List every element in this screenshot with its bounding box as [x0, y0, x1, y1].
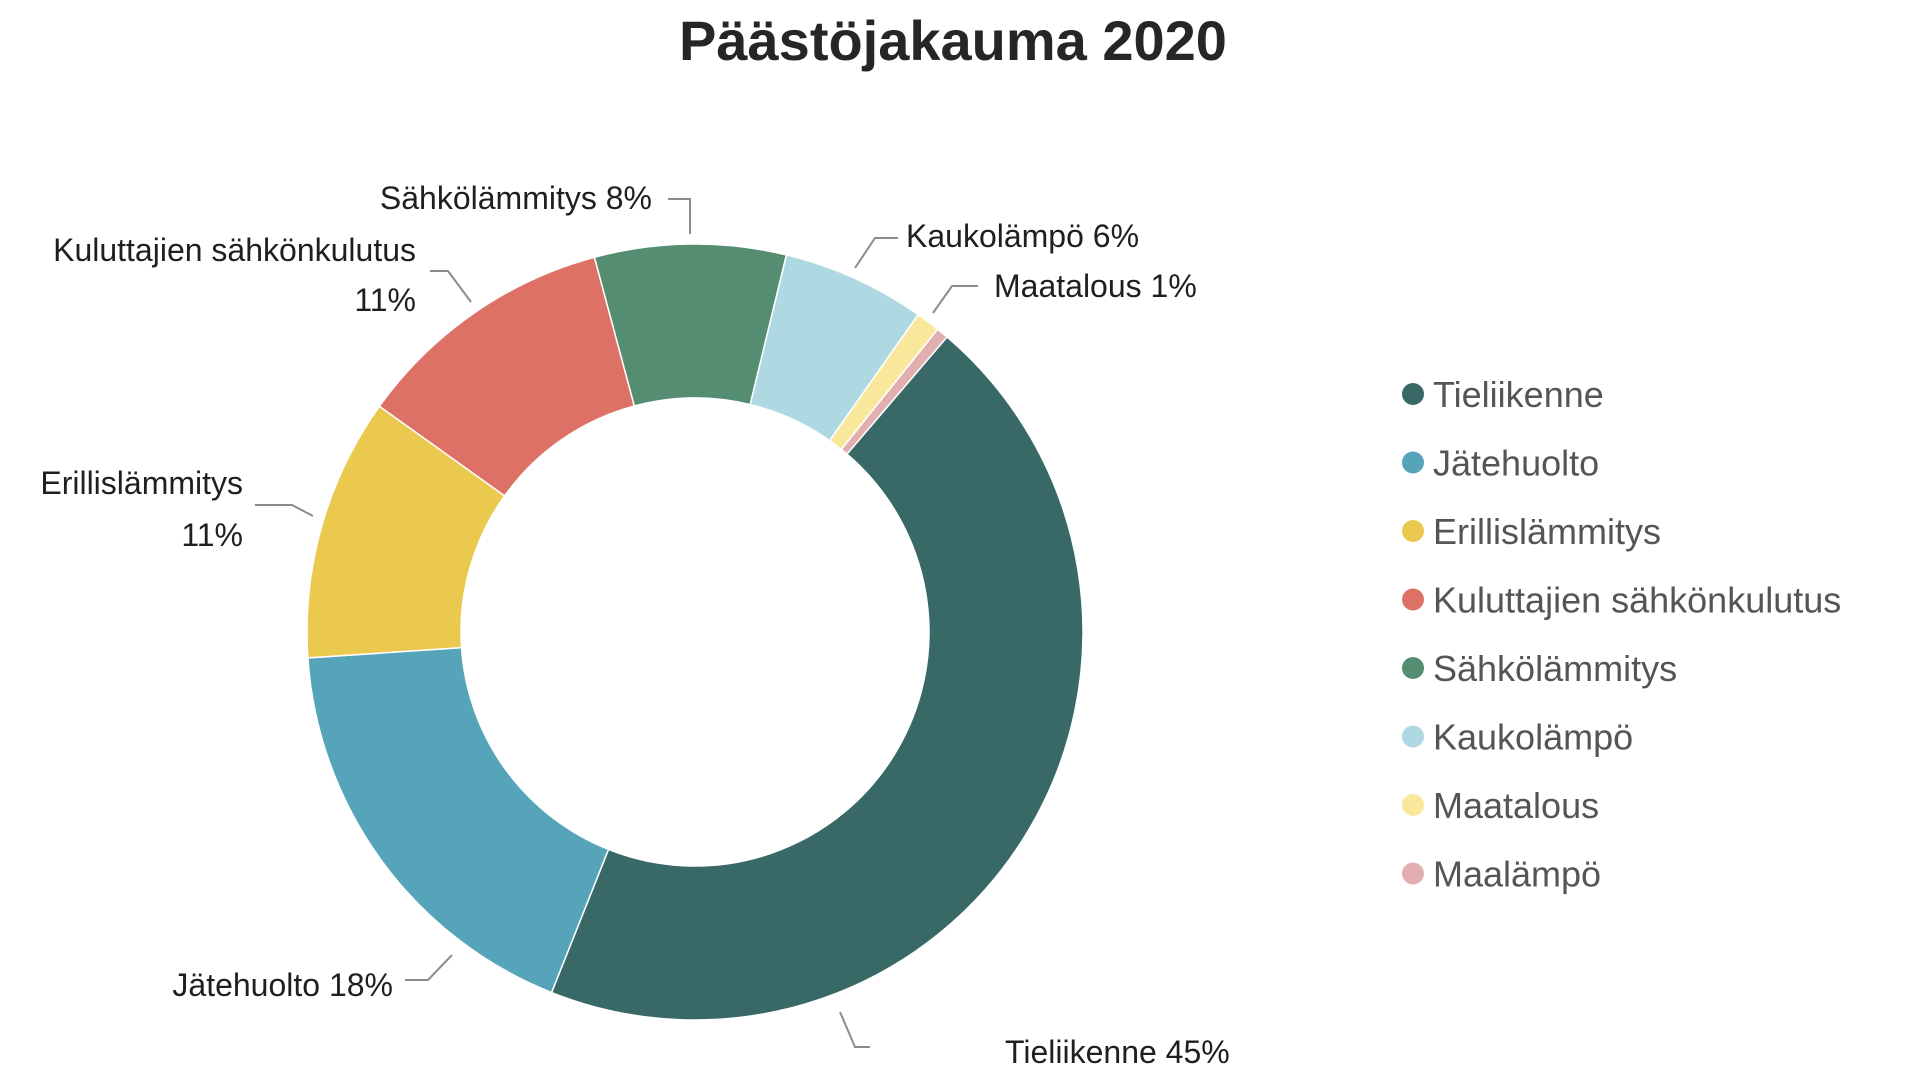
chart-title: Päästöjakauma 2020 [679, 9, 1227, 72]
legend-label-jatehuolto: Jätehuolto [1433, 443, 1599, 484]
legend-marker-tieliikenne [1402, 383, 1424, 405]
legend-label-sahkolammitys: Sähkölämmitys [1433, 648, 1677, 689]
legend-marker-jatehuolto [1402, 451, 1424, 474]
legend-marker-kaukolampo [1402, 725, 1424, 748]
legend: Tieliikenne Jätehuolto Erillislämmitys Kulu… [1402, 374, 1841, 895]
legend-item-tieliikenne: Tieliikenne [1402, 374, 1604, 415]
data-label-sahkolammitys: Sähkölämmitys 8% [380, 180, 652, 216]
data-label-kuluttajien-sahkonkulutus: Kuluttajien sähkönkulutus 11% [53, 232, 416, 318]
leader-line-kuluttajien-sahkonkulutus [430, 270, 472, 303]
legend-item-sahkolammitys: Sähkölämmitys [1402, 648, 1677, 689]
legend-marker-kuluttajien-sahkonkulutus [1402, 588, 1424, 611]
legend-label-maalampo: Maalämpö [1433, 854, 1601, 895]
legend-marker-sahkolammitys [1402, 657, 1424, 679]
legend-item-maatalous: Maatalous [1402, 785, 1599, 826]
data-label-kaukolampo: Kaukolämpö 6% [906, 218, 1139, 254]
slice-jatehuolto [307, 646, 610, 994]
leader-line-sahkolammitys [668, 198, 691, 234]
leader-line-jatehuolto [405, 954, 453, 981]
leader-line-maatalous [932, 285, 978, 314]
legend-label-tieliikenne: Tieliikenne [1433, 374, 1604, 415]
data-label-maatalous: Maatalous 1% [994, 268, 1197, 304]
legend-label-kuluttajien-sahkonkulutus: Kuluttajien sähkönkulutus [1433, 580, 1841, 621]
legend-marker-erillislammitys [1402, 520, 1424, 542]
legend-item-kaukolampo: Kaukolämpö [1402, 717, 1633, 758]
legend-label-maatalous: Maatalous [1433, 785, 1599, 826]
leader-line-tieliikenne [839, 1011, 870, 1048]
data-label-tieliikenne: Tieliikenne 45% [1005, 1034, 1230, 1070]
slice-maalampo [840, 328, 949, 456]
legend-item-maalampo: Maalämpö [1402, 854, 1601, 895]
legend-marker-maalampo [1402, 862, 1424, 885]
legend-label-kaukolampo: Kaukolämpö [1433, 717, 1633, 758]
legend-item-jatehuolto: Jätehuolto [1402, 443, 1599, 484]
legend-label-erillislammitys: Erillislämmitys [1433, 511, 1661, 552]
data-label-erillislammitys: Erillislämmitys 11% [40, 465, 243, 553]
slice-tieliikenne [550, 335, 1084, 1021]
leader-line-erillislammitys [255, 504, 314, 517]
data-labels: Tieliikenne 45% Jätehuolto 18% Erillislämm… [40, 180, 1229, 1070]
leader-line-kaukolampo [854, 237, 898, 269]
legend-item-kuluttajien-sahkonkulutus: Kuluttajien sähkönkulutus [1402, 580, 1841, 621]
data-label-jatehuolto: Jätehuolto 18% [172, 967, 393, 1003]
legend-marker-maatalous [1402, 794, 1424, 816]
legend-item-erillislammitys: Erillislämmitys [1402, 511, 1661, 552]
donut-slices [306, 243, 1084, 1021]
